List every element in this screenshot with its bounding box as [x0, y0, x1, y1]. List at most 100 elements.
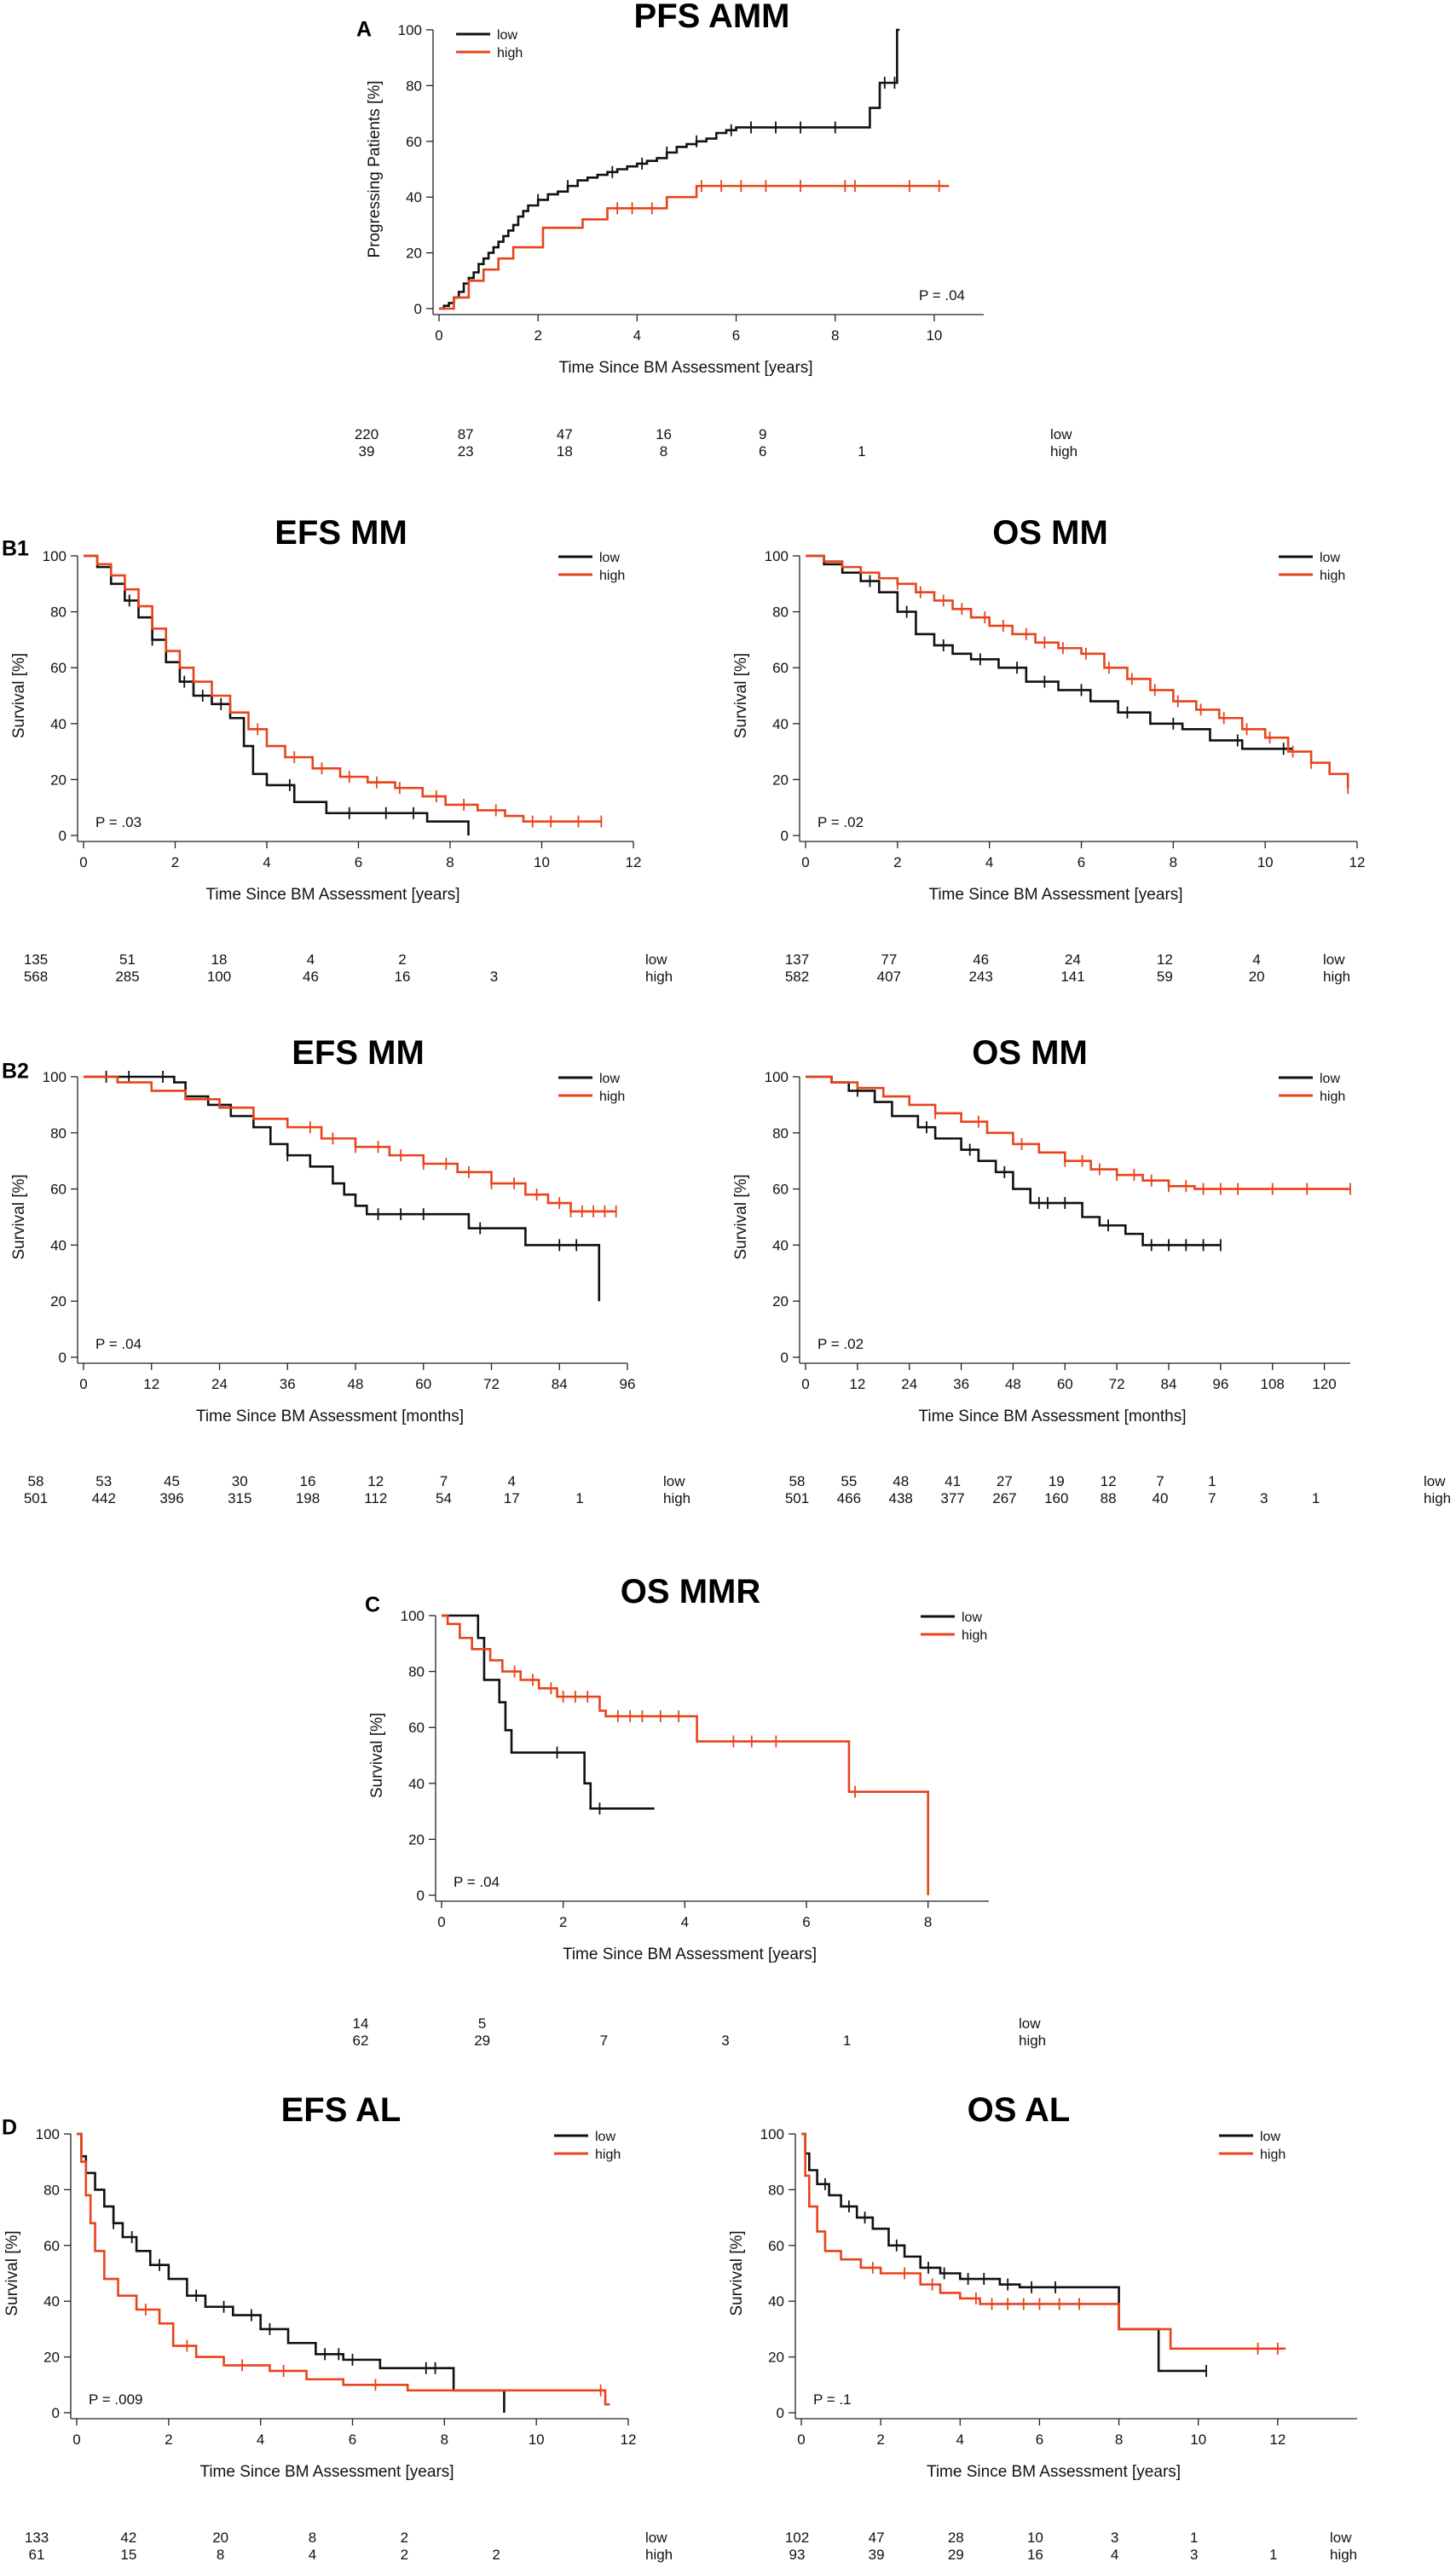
km-curve-high: [801, 2132, 1286, 2350]
y-tick-label: 0: [777, 2405, 784, 2421]
x-tick-label: 48: [348, 1376, 364, 1392]
risk-count-high: 466: [837, 1490, 861, 1506]
legend-label-high: high: [599, 569, 625, 583]
risk-count-high: 16: [395, 968, 411, 985]
legend-label-low: low: [497, 28, 517, 43]
x-tick-label: 6: [355, 854, 362, 870]
y-tick-label: 20: [43, 2350, 60, 2366]
risk-count-high: 6: [759, 443, 766, 460]
x-tick-label: 6: [732, 327, 740, 344]
x-tick-label: 0: [72, 2431, 80, 2448]
risk-count-high: 2: [401, 2547, 408, 2563]
risk-count-high: 20: [1249, 968, 1265, 985]
risk-count-high: 315: [228, 1490, 251, 1506]
km-curve-low: [806, 554, 1293, 750]
x-tick-label: 8: [1170, 854, 1177, 870]
risk-group-label-low: low: [645, 2530, 667, 2546]
y-tick-label: 60: [50, 1182, 66, 1198]
legend-label-low: low: [962, 1610, 982, 1625]
risk-count-high: 3: [490, 968, 498, 985]
x-tick-label: 12: [143, 1376, 159, 1392]
x-tick-label: 12: [626, 854, 642, 870]
risk-count-low: 4: [307, 951, 315, 968]
risk-count-low: 30: [232, 1473, 248, 1489]
risk-count-low: 20: [212, 2530, 228, 2546]
risk-count-high: 15: [120, 2547, 136, 2563]
risk-count-low: 77: [881, 951, 897, 968]
y-tick-label: 60: [406, 134, 422, 150]
risk-count-low: 133: [25, 2530, 49, 2546]
y-tick-label: 20: [50, 1293, 66, 1310]
km-curve-low: [84, 1075, 601, 1302]
risk-count-high: 46: [303, 968, 319, 985]
x-tick-label: 10: [534, 854, 550, 870]
risk-count-low: 10: [1027, 2530, 1043, 2546]
risk-count-low: 4: [508, 1473, 516, 1489]
x-tick-label: 4: [263, 854, 270, 870]
risk-count-low: 7: [440, 1473, 448, 1489]
risk-count-high: 62: [353, 2032, 369, 2049]
risk-count-low: 41: [945, 1473, 961, 1489]
risk-count-high: 4: [1111, 2547, 1118, 2563]
risk-count-high: 396: [159, 1490, 183, 1506]
p-value: P = .009: [89, 2391, 143, 2408]
km-curve-high: [442, 1614, 929, 1895]
p-value: P = .04: [919, 287, 965, 304]
y-tick-label: 20: [772, 772, 789, 788]
risk-count-low: 24: [1065, 951, 1081, 968]
risk-count-low: 102: [785, 2530, 809, 2546]
x-axis-label: Time Since BM Assessment [years]: [928, 886, 1182, 904]
y-tick-label: 40: [50, 1237, 66, 1253]
x-tick-label: 72: [1109, 1376, 1125, 1392]
x-tick-label: 0: [801, 854, 809, 870]
panel-label: B1: [2, 537, 29, 561]
risk-group-label-high: high: [1323, 968, 1350, 985]
risk-count-low: 51: [119, 951, 136, 968]
y-axis-label: Survival [%]: [732, 653, 750, 738]
risk-count-low: 7: [1156, 1473, 1164, 1489]
p-value: P = .02: [818, 1336, 864, 1352]
panel-label: C: [365, 1593, 380, 1617]
chart-title: OS MM: [992, 514, 1108, 552]
km-curve-high: [439, 184, 950, 310]
risk-count-high: 93: [789, 2547, 806, 2563]
risk-count-high: 29: [948, 2547, 964, 2563]
y-tick-label: 80: [772, 604, 789, 621]
y-tick-label: 80: [43, 2182, 60, 2198]
km-curve-low: [439, 28, 900, 310]
x-tick-label: 4: [681, 1914, 689, 1930]
panel-label: A: [356, 18, 372, 42]
risk-group-label-low: low: [1323, 951, 1345, 968]
risk-count-high: 1: [1269, 2547, 1277, 2563]
risk-count-high: 7: [1208, 1490, 1216, 1506]
x-axis-label: Time Since BM Assessment [years]: [558, 359, 812, 377]
risk-count-low: 19: [1049, 1473, 1065, 1489]
km-curve-low: [801, 2132, 1207, 2373]
risk-count-low: 87: [458, 426, 474, 442]
x-tick-label: 6: [1036, 2431, 1043, 2448]
risk-group-label-high: high: [1019, 2032, 1046, 2049]
risk-count-high: 377: [940, 1490, 964, 1506]
risk-count-low: 55: [841, 1473, 857, 1489]
x-tick-label: 4: [985, 854, 993, 870]
chart-title: OS MMR: [621, 1573, 761, 1610]
x-tick-label: 120: [1312, 1376, 1336, 1392]
x-tick-label: 4: [633, 327, 641, 344]
legend-label-high: high: [497, 46, 523, 61]
x-tick-label: 48: [1005, 1376, 1021, 1392]
y-axis-label: Survival [%]: [728, 2230, 746, 2316]
risk-count-low: 135: [24, 951, 48, 968]
legend-label-low: low: [595, 2130, 615, 2144]
p-value: P = .02: [818, 814, 864, 830]
y-tick-label: 80: [772, 1125, 789, 1142]
y-tick-label: 60: [50, 660, 66, 676]
x-tick-label: 12: [621, 2431, 637, 2448]
legend-label-high: high: [599, 1090, 625, 1104]
risk-count-low: 58: [789, 1473, 806, 1489]
x-tick-label: 6: [1078, 854, 1085, 870]
panel-d-efs: D EFS AL 0 2 4 6 8 10 12 0 20 40 60 80 100 Time Since B…: [2, 2091, 673, 2563]
risk-count-high: 582: [785, 968, 809, 985]
